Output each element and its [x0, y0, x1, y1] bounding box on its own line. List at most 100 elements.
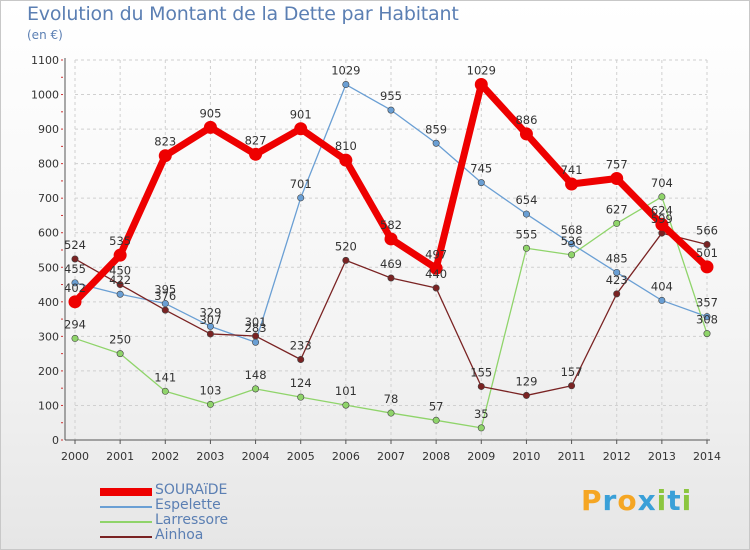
- series-point: [339, 153, 353, 167]
- y-tick-label: 0: [52, 434, 59, 447]
- data-label: 501: [696, 246, 718, 260]
- series-point: [294, 122, 308, 136]
- data-label: 294: [64, 317, 86, 331]
- data-label: 520: [335, 239, 357, 253]
- x-tick-label: 2006: [332, 450, 360, 463]
- data-label: 376: [154, 289, 176, 303]
- y-tick-label: 1100: [31, 54, 59, 67]
- y-tick-label: 200: [38, 365, 59, 378]
- logo-letter: o: [617, 484, 638, 517]
- legend-item: Espelette: [100, 497, 320, 514]
- data-label: 901: [290, 108, 312, 122]
- data-labels: 402 535 823 905 827 901 810 582 497 1029 886 741 757…: [64, 64, 718, 421]
- series-espelette: [71, 81, 711, 346]
- series-point: [522, 391, 530, 399]
- series-point: [703, 313, 711, 321]
- x-tick-label: 2002: [151, 450, 179, 463]
- data-label: 566: [696, 223, 718, 237]
- data-label: 357: [696, 296, 718, 310]
- series-point: [655, 217, 669, 231]
- x-tick-label: 2011: [558, 450, 586, 463]
- x-tick-label: 2010: [512, 450, 540, 463]
- series-point: [658, 193, 666, 201]
- data-label: 701: [290, 177, 312, 191]
- data-label: 827: [245, 133, 267, 147]
- series-point: [703, 240, 711, 248]
- series-point: [161, 387, 169, 395]
- series-point: [71, 279, 79, 287]
- series-point: [116, 290, 124, 298]
- x-tick-label: 2013: [648, 450, 676, 463]
- data-label: 886: [515, 113, 537, 127]
- logo-letter: t: [667, 484, 682, 517]
- data-label: 704: [651, 176, 673, 190]
- y-tick-label: 500: [38, 261, 59, 274]
- chart-title: Evolution du Montant de la Dette par Hab…: [27, 3, 459, 25]
- series-point: [68, 295, 82, 309]
- data-label: 859: [425, 122, 447, 136]
- data-label: 141: [154, 370, 176, 384]
- data-label: 78: [384, 392, 399, 406]
- series-point: [297, 194, 305, 202]
- y-tick-label: 300: [38, 330, 59, 343]
- x-tick-label: 2007: [377, 450, 405, 463]
- legend-label: SOURAïDE: [155, 482, 228, 498]
- series-point: [519, 127, 533, 141]
- series-point: [206, 400, 214, 408]
- data-label: 810: [335, 139, 357, 153]
- series-point: [206, 322, 214, 330]
- axes: 0 100 200 300 400 500 600 700 800 900 1000 1100 2000…: [31, 54, 721, 463]
- legend-swatch: [100, 536, 152, 538]
- x-tick-label: 2008: [422, 450, 450, 463]
- data-label: 624: [651, 203, 673, 217]
- data-label: 455: [64, 262, 86, 276]
- x-tick-label: 2000: [61, 450, 89, 463]
- data-label: 148: [245, 368, 267, 382]
- series-point: [206, 330, 214, 338]
- data-label: 1029: [467, 64, 496, 78]
- series-point: [387, 409, 395, 417]
- series-point: [568, 251, 576, 259]
- data-label: 955: [380, 89, 402, 103]
- legend-swatch: [100, 506, 152, 508]
- data-label: 423: [606, 273, 628, 287]
- data-label: 308: [696, 313, 718, 327]
- data-label: 654: [515, 193, 537, 207]
- legend-item: Larressore: [100, 512, 320, 529]
- series-point: [432, 416, 440, 424]
- data-label: 497: [425, 247, 447, 261]
- series-point: [387, 274, 395, 282]
- y-tick-label: 700: [38, 192, 59, 205]
- data-label: 535: [109, 234, 131, 248]
- series-point: [703, 330, 711, 338]
- logo-letter: P: [581, 484, 603, 517]
- y-tick-label: 1000: [31, 89, 59, 102]
- series-point: [658, 296, 666, 304]
- data-label: 555: [515, 227, 537, 241]
- x-tick-label: 2004: [242, 450, 270, 463]
- legend-label: Espelette: [155, 497, 221, 513]
- data-label: 157: [561, 365, 583, 379]
- data-label: 536: [561, 234, 583, 248]
- y-tick-label: 600: [38, 227, 59, 240]
- series-point: [477, 179, 485, 187]
- data-label: 395: [154, 283, 176, 297]
- series-souraïde: [68, 78, 714, 309]
- series-point: [568, 240, 576, 248]
- series-point: [113, 248, 127, 262]
- series-point: [613, 290, 621, 298]
- data-label: 627: [606, 202, 628, 216]
- logo-letter: r: [602, 484, 618, 517]
- series-point: [249, 147, 263, 161]
- data-label: 329: [199, 305, 221, 319]
- data-label: 757: [606, 157, 628, 171]
- series-point: [203, 120, 217, 134]
- chart-subtitle: (en €): [27, 28, 63, 42]
- data-label: 103: [199, 383, 221, 397]
- x-tick-label: 2005: [287, 450, 315, 463]
- x-tick-label: 2003: [196, 450, 224, 463]
- legend-item: SOURAïDE: [100, 482, 320, 499]
- y-tick-label: 900: [38, 123, 59, 136]
- series-point: [432, 284, 440, 292]
